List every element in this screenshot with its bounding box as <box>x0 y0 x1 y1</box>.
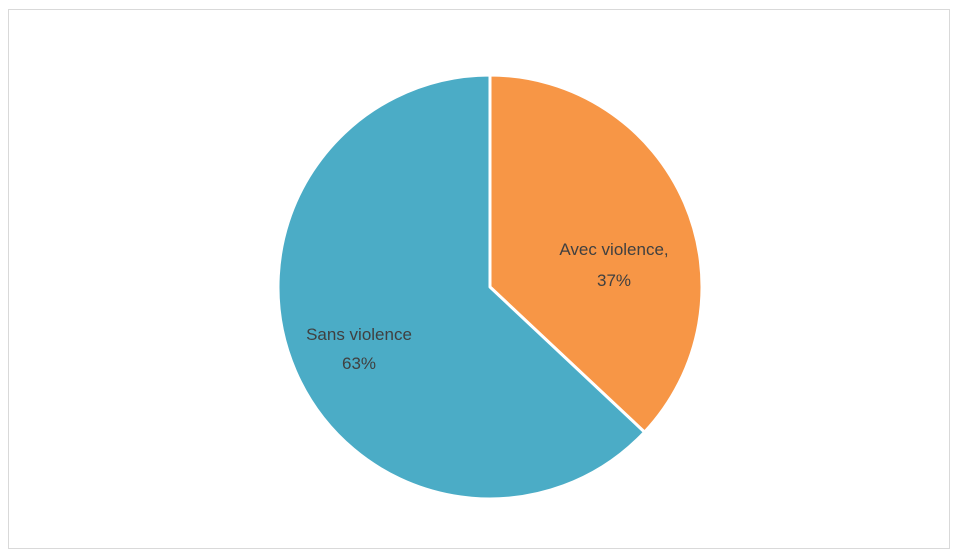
slice-label-avec-violence-value: 37% <box>597 271 631 290</box>
pie-slice-avec-violence <box>488 73 704 434</box>
slice-label-sans-violence-name: Sans violence <box>306 325 412 344</box>
slice-label-avec-violence-name: Avec violence, <box>559 240 668 259</box>
pie-slices <box>276 73 704 501</box>
slice-label-sans-violence-value: 63% <box>342 354 376 373</box>
pie-slice-sans-violence <box>276 73 647 501</box>
pie-labels: Avec violence, 37% Sans violence 63% <box>306 240 669 373</box>
